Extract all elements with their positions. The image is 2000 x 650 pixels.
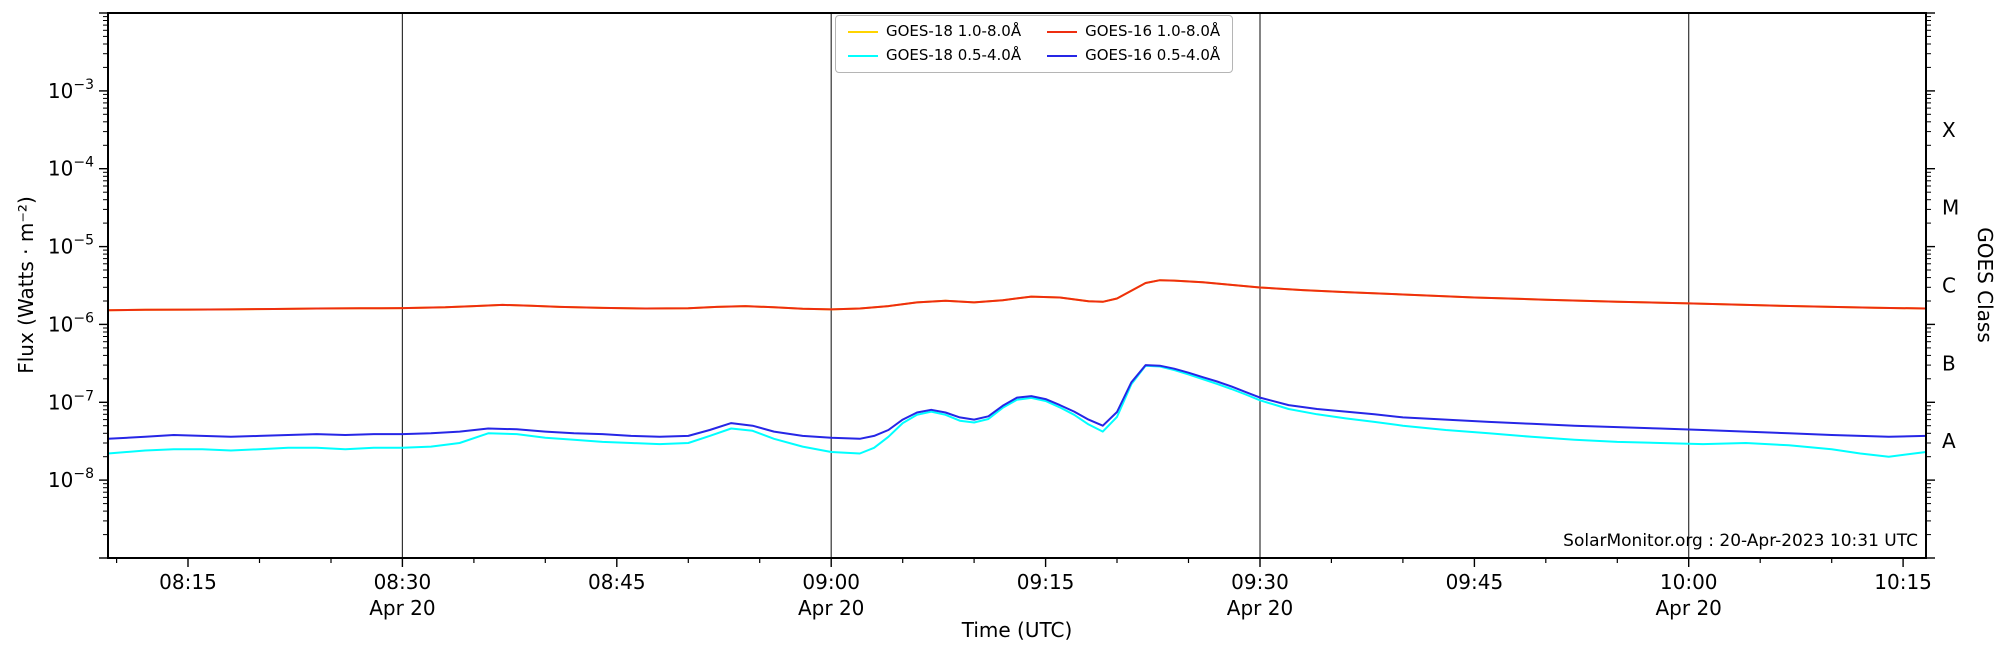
x-tick-label: 09:45 [1446, 570, 1504, 594]
series-goes16-short [107, 364, 1927, 440]
x-tick-label: 08:45 [588, 570, 646, 594]
x-tick-label: 09:00 [802, 570, 860, 594]
legend-entry-goes16-short: GOES-16 0.5-4.0Å [1047, 46, 1220, 65]
goes-class-letter-A: A [1942, 429, 1956, 453]
legend-entry-goes18-long: GOES-18 1.0-8.0Å [848, 22, 1021, 41]
legend-line-sample-goes18-long [848, 30, 878, 33]
legend-entry-goes16-long: GOES-16 1.0-8.0Å [1047, 22, 1220, 41]
y-axis-title-flux: Flux (Watts · m⁻²) [14, 196, 38, 374]
x-date-label: Apr 20 [798, 596, 864, 620]
legend-line-sample-goes18-short [848, 54, 878, 57]
plot-frame [107, 12, 1927, 559]
x-tick-label: 10:00 [1660, 570, 1718, 594]
goes-class-letter-X: X [1942, 118, 1956, 142]
y-tick-label: 10−3 [48, 77, 94, 103]
goes-class-letter-M: M [1942, 196, 1959, 220]
x-date-label: Apr 20 [369, 596, 435, 620]
legend: GOES-18 1.0-8.0Å GOES-16 1.0-8.0Å GOES-18 … [835, 15, 1234, 73]
y-axis-title-goes-class: GOES Class [1973, 227, 1997, 343]
x-tick-label: 09:15 [1017, 570, 1075, 594]
y-tick-label: 10−5 [48, 233, 94, 259]
x-date-label: Apr 20 [1227, 596, 1293, 620]
legend-line-sample-goes16-short [1047, 54, 1078, 57]
x-date-label: Apr 20 [1655, 596, 1721, 620]
legend-label: GOES-16 0.5-4.0Å [1085, 46, 1221, 64]
x-tick-label: 09:30 [1231, 570, 1289, 594]
legend-label: GOES-18 1.0-8.0Å [886, 22, 1022, 40]
goes-class-letter-C: C [1942, 274, 1956, 298]
series-goes18-short [107, 364, 1927, 458]
x-tick-label: 08:15 [159, 570, 217, 594]
y-tick-label: 10−7 [48, 388, 94, 414]
y-tick-label: 10−4 [48, 155, 94, 181]
x-tick-label: 10:15 [1874, 570, 1932, 594]
y-tick-label: 10−6 [48, 310, 94, 336]
y-tick-label: 10−8 [48, 466, 94, 492]
x-axis-title: Time (UTC) [961, 618, 1073, 642]
goes-class-letter-B: B [1942, 351, 1956, 375]
series-goes16-long [107, 279, 1927, 312]
legend-label: GOES-16 1.0-8.0Å [1085, 22, 1221, 40]
solarmonitor-credit: SolarMonitor.org : 20-Apr-2023 10:31 UTC [1563, 531, 1918, 551]
legend-line-sample-goes16-long [1047, 30, 1078, 33]
series-goes18-long [107, 279, 1927, 312]
legend-entry-goes18-short: GOES-18 0.5-4.0Å [848, 46, 1021, 65]
legend-label: GOES-18 0.5-4.0Å [886, 46, 1022, 64]
x-tick-label: 08:30 [374, 570, 432, 594]
